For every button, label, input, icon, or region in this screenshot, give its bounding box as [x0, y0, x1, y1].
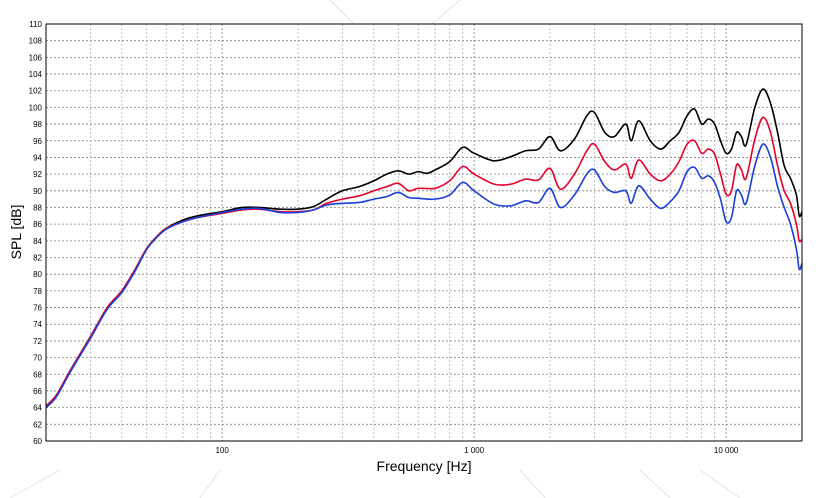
y-tick-label: 108 [29, 37, 43, 46]
y-tick-label: 66 [33, 387, 42, 396]
plot-area-frame [45, 23, 803, 442]
series-line-3 [45, 143, 803, 409]
y-tick-label: 100 [29, 103, 43, 112]
y-tick-label: 74 [33, 320, 42, 329]
y-tick-label: 104 [29, 70, 43, 79]
series-line-1 [45, 88, 803, 407]
y-tick-label: 70 [33, 354, 42, 363]
y-tick-label: 88 [33, 203, 42, 212]
y-tick-label: 96 [33, 137, 42, 146]
y-tick-label: 106 [29, 53, 43, 62]
y-tick-label: 78 [33, 287, 42, 296]
plot-area-background [46, 24, 802, 441]
x-tick-label: 1 000 [464, 446, 485, 455]
y-tick-label: 110 [29, 20, 42, 29]
y-tick-label: 86 [33, 220, 42, 229]
y-axis-title: SPL [dB] [8, 205, 24, 260]
y-tick-label: 98 [33, 120, 42, 129]
y-tick-label: 90 [33, 187, 42, 196]
y-tick-label: 62 [33, 420, 42, 429]
x-tick-labels: 100 1 000 10 000 [215, 446, 738, 455]
y-tick-label: 84 [33, 237, 42, 246]
y-tick-label: 68 [33, 370, 42, 379]
y-tick-label: 76 [33, 304, 42, 313]
x-axis-title: Frequency [Hz] [377, 458, 472, 474]
y-tick-label: 64 [33, 404, 42, 413]
y-tick-label: 72 [33, 337, 42, 346]
x-tick-label: 10 000 [714, 446, 739, 455]
y-tick-labels: 60 62 64 66 68 70 72 74 76 78 80 82 84 86 88 90 92 94 96 98… [29, 20, 43, 446]
y-tick-label: 60 [33, 437, 42, 446]
y-tick-label: 92 [33, 170, 42, 179]
series-group [45, 88, 803, 409]
y-tick-label: 94 [33, 153, 42, 162]
y-tick-label: 102 [29, 87, 43, 96]
y-tick-label: 80 [33, 270, 42, 279]
x-tick-label: 100 [215, 446, 229, 455]
y-tick-label: 82 [33, 254, 42, 263]
